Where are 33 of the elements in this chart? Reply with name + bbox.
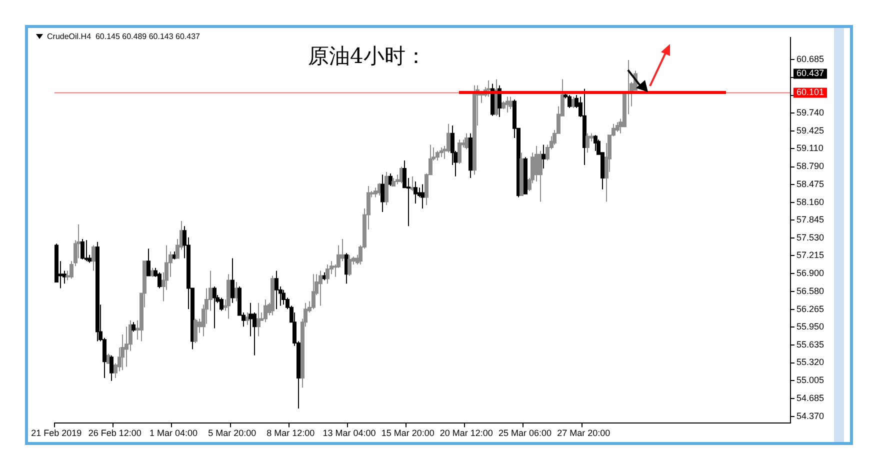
y-tick-label: 59.740 [796, 108, 824, 118]
x-tick-label: 8 Mar 12:00 [266, 428, 315, 438]
y-tick-label: 55.320 [796, 357, 824, 368]
y-tick-label: 56.580 [796, 286, 824, 296]
y-tick-label: 55.635 [796, 339, 824, 350]
y-tick-label: 59.110 [796, 143, 824, 154]
y-tick-label: 57.530 [796, 232, 824, 242]
y-tick-label: 56.900 [796, 268, 824, 278]
annotation: CrudeOil.H4 60.145 60.489 60.143 60.437 [47, 32, 200, 41]
y-tick-label: 56.265 [796, 304, 824, 314]
x-tick-label: 21 Feb 2019 [31, 428, 82, 438]
x-tick-label: 26 Feb 12:00 [88, 428, 142, 438]
y-tick-label: 58.790 [796, 161, 824, 172]
y-tick-label: 60.685 [796, 54, 824, 64]
text: 60.437 [796, 68, 824, 78]
y-tick-label: 57.845 [796, 214, 824, 225]
y-tick-label: 59.425 [796, 125, 824, 136]
y-tick-label: 57.215 [796, 250, 824, 260]
y-tick-label: 55.950 [796, 322, 824, 332]
y-tick-label: 58.475 [796, 179, 824, 190]
x-tick-label: 5 Mar 20:00 [208, 428, 256, 438]
y-tick-label: 54.685 [796, 393, 824, 404]
x-tick-label: 1 Mar 04:00 [149, 428, 198, 438]
x-tick-label: 20 Mar 12:00 [440, 428, 493, 438]
x-tick-label: 27 Mar 20:00 [557, 428, 610, 438]
x-tick-label: 13 Mar 04:00 [322, 428, 376, 438]
ref-line-label: 60.101 [796, 87, 824, 98]
y-tick-label: 54.370 [796, 410, 824, 421]
y-tick-label: 58.160 [796, 196, 824, 207]
x-tick-label: 25 Mar 06:00 [498, 428, 552, 438]
chart-title: 原油4小时： [308, 43, 426, 70]
x-tick-label: 15 Mar 20:00 [381, 428, 434, 438]
y-tick-label: 55.005 [796, 375, 824, 386]
